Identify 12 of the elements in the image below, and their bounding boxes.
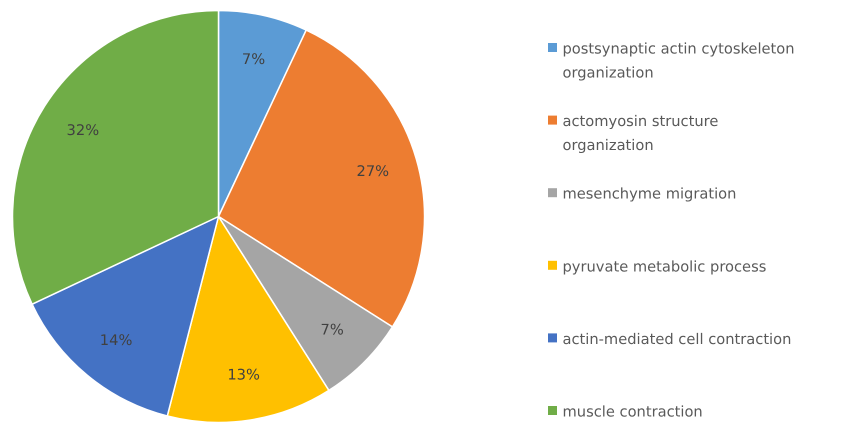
- legend-label: muscle contraction: [562, 404, 703, 420]
- data-label: 13%: [227, 366, 260, 384]
- data-label: 7%: [242, 51, 266, 68]
- data-label: 14%: [100, 332, 132, 349]
- legend-label: postsynaptic actin cytoskeleton organization: [562, 40, 795, 82]
- legend-label: actomyosin structure organization: [562, 113, 718, 154]
- data-label: 27%: [356, 163, 390, 180]
- legend-label: mesenchyme migration: [562, 186, 736, 203]
- data-label: 32%: [66, 122, 100, 139]
- legend-label: actin-mediated cell contraction: [562, 330, 792, 348]
- data-label: 7%: [320, 322, 344, 339]
- legend-label: pyruvate metabolic process: [562, 258, 766, 276]
